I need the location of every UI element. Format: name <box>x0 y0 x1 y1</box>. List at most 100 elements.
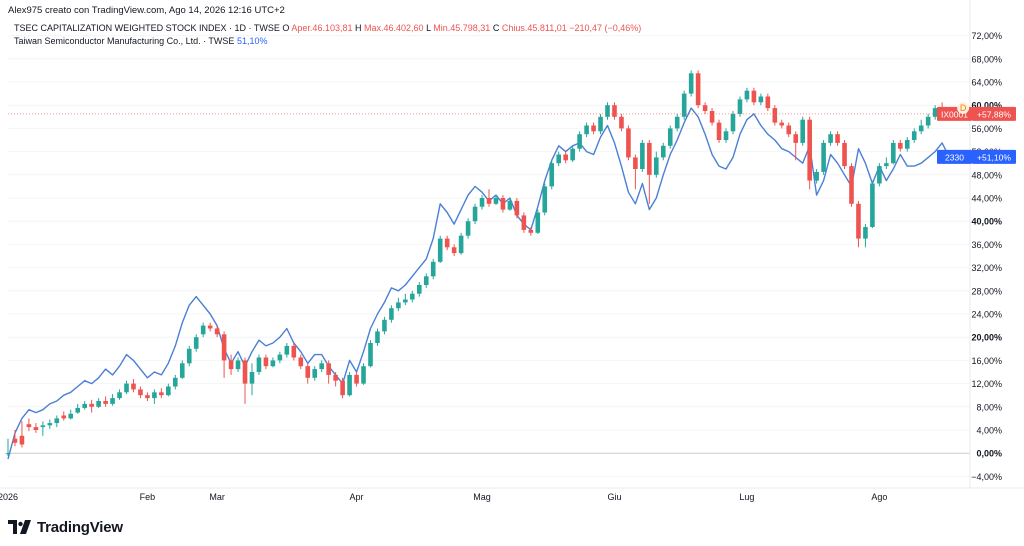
candle-body <box>193 337 199 349</box>
candle-body <box>110 398 115 404</box>
candle <box>605 102 610 120</box>
candle-body <box>688 73 694 94</box>
candle-body <box>486 198 492 204</box>
compare-price-tag-name: 2330 <box>945 152 964 162</box>
y-tick-label: 28,00% <box>971 286 1002 296</box>
candle-body <box>214 328 220 335</box>
open-label: O <box>282 23 290 33</box>
candle-body <box>26 424 32 428</box>
candle <box>75 403 81 414</box>
candle <box>807 116 812 190</box>
candle-body <box>326 363 331 375</box>
candle-body <box>493 198 499 204</box>
compare-price-tag-name-bg <box>937 149 972 164</box>
candle <box>368 340 373 368</box>
candle <box>410 290 415 303</box>
candle-body <box>152 392 157 399</box>
candle-body <box>612 105 617 117</box>
candle-body <box>472 206 478 222</box>
candle-body <box>884 163 889 167</box>
candle-body <box>5 453 11 455</box>
candle <box>19 421 25 448</box>
candle <box>821 140 826 175</box>
candle <box>897 140 903 152</box>
candle-body <box>451 247 457 254</box>
candle-body <box>249 372 255 384</box>
candle-body <box>793 134 799 143</box>
main-series-name: TSEC CAPITALIZATION WEIGHTED STOCK INDEX… <box>14 23 280 33</box>
candle <box>556 151 562 167</box>
candle-body <box>500 198 506 210</box>
candle <box>514 198 520 219</box>
chart-caption: Alex975 creato con TradingView.com, Ago … <box>8 5 285 16</box>
candle <box>814 169 819 184</box>
candle <box>242 357 248 404</box>
candle <box>612 102 617 120</box>
y-tick-label: 36,00% <box>971 240 1002 250</box>
candle-body <box>186 348 192 364</box>
candle-body <box>403 299 408 303</box>
candle-body <box>200 325 206 335</box>
tradingview-brand[interactable]: TradingView <box>8 517 123 537</box>
candle-body <box>779 122 785 126</box>
candle <box>396 297 401 312</box>
candle <box>932 105 938 120</box>
candle <box>591 122 596 135</box>
candle <box>89 399 94 413</box>
candle <box>333 372 338 387</box>
x-tick-label: Apr <box>350 492 364 502</box>
candle <box>54 415 60 428</box>
candle <box>674 113 680 132</box>
candle <box>751 87 757 106</box>
y-tick-label: 12,00% <box>971 379 1002 389</box>
candle-body <box>563 154 568 161</box>
compare-series-value: 51,10% <box>236 36 268 46</box>
candle <box>918 119 924 135</box>
candle-body <box>737 99 743 114</box>
candle-body <box>82 403 87 408</box>
chart-grid <box>0 0 1024 489</box>
candle <box>716 119 722 143</box>
candle <box>444 235 450 251</box>
candle <box>730 111 736 135</box>
candle-body <box>570 148 575 161</box>
candle-body <box>270 360 276 367</box>
candle-body <box>33 427 39 430</box>
candle-body <box>54 418 60 424</box>
candle <box>654 151 659 178</box>
candle-body <box>835 134 840 143</box>
candle <box>549 160 555 190</box>
y-tick-label: 44,00% <box>971 194 1002 204</box>
candle <box>277 351 283 364</box>
x-tick-label: Feb <box>140 492 156 502</box>
candle-body <box>228 360 234 370</box>
candle <box>772 105 778 126</box>
candle-body <box>772 108 778 123</box>
candle-body <box>660 145 666 158</box>
x-axis: 2026 Feb Mar Apr Mag Giu Lug Ago <box>0 492 887 502</box>
candle <box>737 96 743 117</box>
candle-body <box>319 363 324 370</box>
candle-body <box>75 407 81 413</box>
candle-body <box>277 354 283 361</box>
candle <box>695 70 701 109</box>
candle-body <box>842 142 847 167</box>
candle-body <box>235 360 241 370</box>
candle-body <box>849 166 854 204</box>
candle <box>389 305 394 323</box>
candle-body <box>542 186 548 213</box>
candle-body <box>605 105 610 117</box>
y-tick-label: 20,00% <box>971 333 1002 343</box>
marker-letter: D <box>960 103 967 113</box>
candle-body <box>535 212 541 233</box>
candle <box>228 354 234 375</box>
candle-body <box>807 119 812 181</box>
candle-body <box>47 423 53 426</box>
open-value: Aper.46.103,81 <box>291 23 353 33</box>
candle-body <box>458 235 464 254</box>
candle <box>619 113 624 132</box>
candle-body <box>347 374 352 396</box>
x-tick-label: Giu <box>607 492 621 502</box>
candle <box>96 398 101 408</box>
